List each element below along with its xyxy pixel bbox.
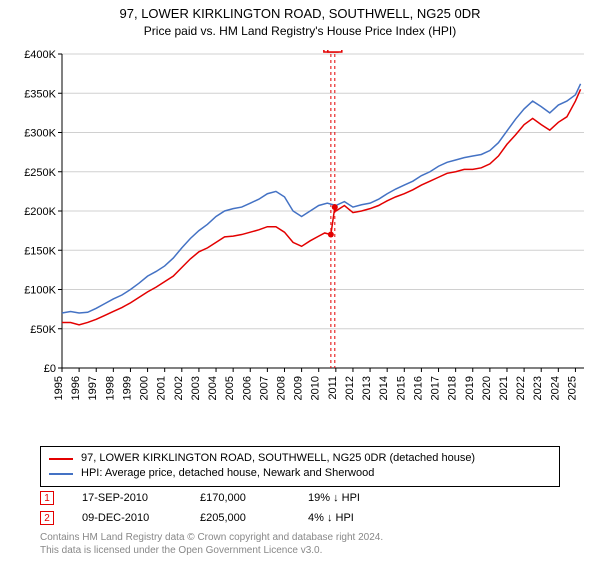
legend-item-hpi: HPI: Average price, detached house, Newa… [49, 466, 551, 481]
svg-text:1996: 1996 [70, 376, 82, 400]
svg-text:£100K: £100K [24, 285, 56, 297]
svg-text:1995: 1995 [53, 376, 65, 400]
svg-text:£300K: £300K [24, 128, 56, 140]
svg-text:2011: 2011 [327, 376, 339, 400]
svg-text:1999: 1999 [121, 376, 133, 400]
svg-text:2020: 2020 [481, 376, 493, 400]
svg-text:2002: 2002 [173, 376, 185, 400]
svg-text:2016: 2016 [412, 376, 424, 400]
chart-title: 97, LOWER KIRKLINGTON ROAD, SOUTHWELL, N… [0, 6, 600, 21]
chart-subtitle: Price paid vs. HM Land Registry's House … [0, 24, 600, 38]
tx-diff: 4% ↓ HPI [308, 512, 398, 524]
svg-text:2024: 2024 [549, 376, 561, 400]
footer-line: This data is licensed under the Open Gov… [40, 545, 383, 558]
chart-area: £0 £50K £100K £150K £200K £250K £300K £350K £400… [10, 50, 590, 440]
svg-text:2001: 2001 [156, 376, 168, 400]
svg-text:2021: 2021 [498, 376, 510, 400]
transaction-table: 1 17-SEP-2010 £170,000 19% ↓ HPI 2 09-DE… [40, 488, 560, 528]
legend-item-property: 97, LOWER KIRKLINGTON ROAD, SOUTHWELL, N… [49, 451, 551, 466]
svg-text:2014: 2014 [378, 376, 390, 400]
tx-marker-1: 1 [40, 491, 54, 505]
svg-text:2013: 2013 [361, 376, 373, 400]
svg-text:2025: 2025 [566, 376, 578, 400]
line-chart: £0 £50K £100K £150K £200K £250K £300K £350K £400… [10, 50, 590, 440]
svg-text:2004: 2004 [207, 376, 219, 400]
svg-text:2012: 2012 [344, 376, 356, 400]
footer-attribution: Contains HM Land Registry data © Crown c… [40, 532, 383, 557]
tx-date: 17-SEP-2010 [82, 492, 172, 504]
svg-text:£50K: £50K [30, 324, 56, 336]
legend-label: 97, LOWER KIRKLINGTON ROAD, SOUTHWELL, N… [81, 451, 475, 466]
svg-text:2000: 2000 [139, 376, 151, 400]
footer-line: Contains HM Land Registry data © Crown c… [40, 532, 383, 545]
tx-marker-2: 2 [40, 511, 54, 525]
svg-text:£150K: £150K [24, 245, 56, 257]
tx-diff: 19% ↓ HPI [308, 492, 398, 504]
legend-label: HPI: Average price, detached house, Newa… [81, 466, 374, 481]
svg-text:2007: 2007 [258, 376, 270, 400]
svg-text:£200K: £200K [24, 206, 56, 218]
tx-price: £205,000 [200, 512, 280, 524]
svg-text:2: 2 [332, 50, 338, 52]
svg-text:£350K: £350K [24, 88, 56, 100]
legend-swatch-property [49, 458, 73, 460]
svg-text:2018: 2018 [447, 376, 459, 400]
svg-text:£400K: £400K [24, 50, 56, 61]
svg-text:2015: 2015 [395, 376, 407, 400]
svg-text:2006: 2006 [241, 376, 253, 400]
transaction-row: 1 17-SEP-2010 £170,000 19% ↓ HPI [40, 488, 560, 508]
svg-text:2005: 2005 [224, 376, 236, 400]
svg-text:2008: 2008 [275, 376, 287, 400]
svg-text:2003: 2003 [190, 376, 202, 400]
svg-text:2010: 2010 [310, 376, 322, 400]
legend: 97, LOWER KIRKLINGTON ROAD, SOUTHWELL, N… [40, 446, 560, 487]
svg-text:2022: 2022 [515, 376, 527, 400]
tx-date: 09-DEC-2010 [82, 512, 172, 524]
tx-price: £170,000 [200, 492, 280, 504]
svg-text:2009: 2009 [293, 376, 305, 400]
svg-text:£0: £0 [44, 363, 56, 375]
svg-text:2017: 2017 [430, 376, 442, 400]
legend-swatch-hpi [49, 473, 73, 475]
svg-text:2019: 2019 [464, 376, 476, 400]
svg-text:1997: 1997 [87, 376, 99, 400]
svg-text:1998: 1998 [104, 376, 116, 400]
svg-text:2023: 2023 [532, 376, 544, 400]
svg-text:£250K: £250K [24, 167, 56, 179]
transaction-row: 2 09-DEC-2010 £205,000 4% ↓ HPI [40, 508, 560, 528]
